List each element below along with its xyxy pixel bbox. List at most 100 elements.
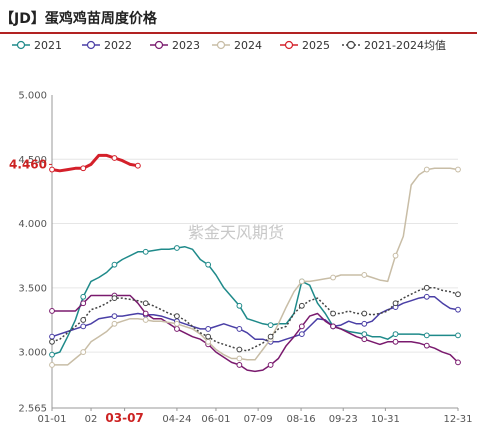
- x-tick-label: 12-31: [443, 414, 472, 425]
- series-line: [52, 167, 459, 366]
- data-point: [174, 245, 180, 251]
- legend-label: 2024: [234, 39, 262, 52]
- data-point: [267, 362, 274, 368]
- data-point: [80, 317, 87, 323]
- data-point: [392, 252, 399, 259]
- data-point: [80, 323, 87, 330]
- data-point: [236, 346, 243, 353]
- data-point: [330, 274, 336, 281]
- data-point: [111, 313, 118, 319]
- data-point: [361, 310, 368, 317]
- data-point: [423, 166, 430, 173]
- legend-marker: [346, 40, 356, 50]
- y-tick-label: 4.000: [18, 219, 47, 230]
- data-point: [49, 351, 55, 358]
- data-point: [267, 333, 274, 340]
- data-point: [392, 300, 399, 307]
- legend-marker: [86, 40, 96, 50]
- data-point: [361, 331, 368, 337]
- data-point: [174, 326, 180, 332]
- x-tick-label: 03-07: [105, 411, 143, 425]
- data-point: [49, 166, 55, 173]
- data-point: [205, 338, 212, 345]
- data-point: [49, 333, 55, 340]
- series-2024: [49, 166, 461, 368]
- data-point: [142, 317, 149, 323]
- data-point: [111, 155, 118, 161]
- data-point: [330, 323, 336, 330]
- data-point: [80, 300, 87, 307]
- data-point: [49, 308, 55, 314]
- data-point: [330, 310, 336, 317]
- data-point: [134, 162, 141, 169]
- data-point: [298, 278, 305, 285]
- data-point: [423, 284, 430, 291]
- data-point: [49, 338, 55, 345]
- series-line: [51, 245, 458, 356]
- x-tick-label: 02: [85, 414, 98, 425]
- data-point: [361, 336, 368, 343]
- data-point: [111, 320, 118, 327]
- data-point: [111, 295, 118, 301]
- x-tick-label: 09-23: [329, 414, 358, 425]
- legend-label: 2023: [172, 39, 200, 52]
- data-point: [423, 342, 430, 349]
- legend-marker: [216, 40, 226, 50]
- data-point: [455, 166, 461, 173]
- legend-label: 2021: [34, 39, 62, 52]
- data-point: [142, 248, 149, 255]
- series-line: [52, 294, 459, 373]
- data-point: [111, 261, 118, 268]
- current-value-label: 4.460: [9, 157, 47, 171]
- data-point: [455, 332, 461, 339]
- legend-marker: [154, 40, 164, 50]
- title-underline: [0, 32, 477, 34]
- data-point: [205, 326, 212, 332]
- x-tick-label: 10-31: [371, 414, 400, 425]
- legend-label: 2021-2024均值: [364, 39, 446, 52]
- data-point: [80, 349, 87, 355]
- series-2025: [49, 153, 141, 173]
- data-point: [142, 300, 149, 307]
- series-line: [51, 296, 459, 343]
- data-point: [455, 291, 461, 298]
- data-point: [392, 338, 399, 345]
- data-point: [298, 323, 305, 330]
- data-point: [298, 302, 305, 309]
- chart-title: 【JD】蛋鸡鸡苗周度价格: [0, 11, 157, 27]
- data-point: [455, 306, 461, 313]
- legend-marker: [284, 40, 294, 50]
- data-point: [392, 331, 399, 337]
- data-point: [455, 359, 461, 366]
- series-2021-2024均值: [49, 284, 461, 353]
- y-tick-label: 3.000: [18, 348, 47, 359]
- legend: 2021 2022 2023 2024 2025 2021-2024均值: [12, 39, 446, 52]
- y-tick-label: 3.500: [18, 283, 47, 294]
- data-point: [205, 261, 212, 268]
- series-line: [51, 153, 139, 173]
- x-tick-label: 01-01: [37, 414, 66, 425]
- data-point: [236, 302, 243, 309]
- x-tick-label: 06-01: [201, 414, 230, 425]
- x-tick-label: 07-09: [244, 414, 273, 425]
- y-tick-label: 5.000: [18, 91, 47, 102]
- y-tick-label: 4.500: [18, 155, 47, 166]
- data-point: [205, 333, 212, 340]
- x-tick-label: 04-24: [162, 414, 191, 425]
- data-point: [174, 313, 180, 319]
- legend-label: 2022: [104, 39, 132, 52]
- data-point: [423, 332, 430, 339]
- data-point: [236, 326, 243, 332]
- data-point: [49, 362, 55, 368]
- data-point: [80, 165, 87, 172]
- data-point: [298, 331, 305, 337]
- legend-marker: [16, 40, 26, 50]
- data-point: [174, 320, 180, 327]
- watermark: 紫金天风期货: [188, 223, 284, 242]
- data-point: [423, 293, 430, 300]
- y-tick-label: 2.565: [18, 404, 47, 415]
- data-point: [236, 355, 243, 362]
- data-point: [142, 310, 149, 317]
- data-point: [267, 322, 274, 328]
